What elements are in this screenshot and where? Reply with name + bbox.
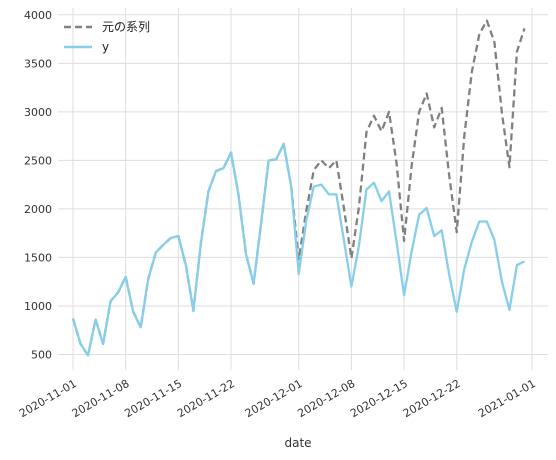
y-tick-label: 2500 [24,154,52,167]
x-tick-label: 2020-12-22 [401,377,463,420]
x-tick-label: 2020-12-01 [243,377,305,420]
series-line-y [71,142,526,357]
legend-label-y: y [102,40,109,54]
plot-background [58,8,548,370]
legend-label-original-series: 元の系列 [102,20,150,34]
y-tick-label: 4000 [24,9,52,22]
y-tick-label: 3000 [24,106,52,119]
y-tick-label: 500 [31,348,52,361]
x-tick-label: 2020-12-15 [348,377,410,420]
y-tick-label: 2000 [24,203,52,216]
x-tick-label: 2021-01-01 [476,377,538,420]
x-axis-title: date [284,436,311,450]
x-tick-label: 2020-11-08 [70,377,132,420]
legend: 元の系列 y [64,20,150,54]
x-tick-label: 2020-12-08 [295,377,357,420]
y-tick-label: 1500 [24,251,52,264]
gridlines [58,8,548,370]
x-tick-label: 2020-11-01 [17,377,79,420]
x-tick-label: 2020-11-22 [175,377,237,420]
x-tick-label: 2020-11-15 [122,377,184,420]
y-tick-label: 1000 [24,300,52,313]
series-layer [71,19,526,357]
x-axis-ticks: 2020-11-012020-11-082020-11-152020-11-22… [17,377,538,420]
y-tick-label: 3500 [24,57,52,70]
y-axis-ticks: 500 1000 1500 2000 2500 3000 3500 4000 [24,9,52,362]
